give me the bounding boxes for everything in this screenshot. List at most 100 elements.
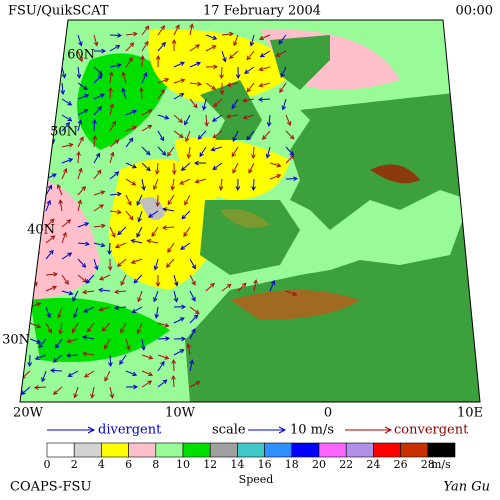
wind-arrow xyxy=(109,64,121,68)
wind-arrow-head xyxy=(186,153,192,159)
wind-arrow xyxy=(280,66,287,78)
wind-arrow-head xyxy=(270,279,276,285)
wind-arrow-head xyxy=(165,336,171,341)
wind-arrow xyxy=(221,50,226,62)
wind-arrow-head xyxy=(128,57,133,62)
wind-arrow-head xyxy=(116,262,122,267)
wind-arrow xyxy=(29,322,41,328)
wind-arrow xyxy=(35,354,47,360)
wind-arrow-head xyxy=(161,41,166,47)
wind-arrow-head xyxy=(24,104,29,110)
relief xyxy=(220,209,270,228)
header-left: FSU/QuikSCAT xyxy=(8,4,109,19)
wind-arrow-head xyxy=(212,35,218,40)
wind-arrow-head xyxy=(246,55,252,61)
wind-arrow-head xyxy=(94,265,99,271)
wind-arrow xyxy=(77,258,86,268)
wind-arrow-head xyxy=(99,276,105,281)
lat-label: 40N xyxy=(27,223,55,238)
wind-arrow xyxy=(119,354,127,365)
wind-arrow-head xyxy=(73,393,78,399)
wind-arrow xyxy=(227,114,239,118)
wind-arrow xyxy=(173,93,184,100)
wind-arrow-head xyxy=(155,54,161,60)
wind-arrow-head xyxy=(83,373,89,378)
colorbar-tick: 24 xyxy=(366,458,380,471)
wind-arrow-head xyxy=(211,117,217,122)
wind-arrow-head xyxy=(232,168,237,174)
wind-arrow-head xyxy=(183,232,188,238)
wind-arrow xyxy=(125,210,134,220)
wind-arrow-head xyxy=(34,355,40,360)
wind-arrow-head xyxy=(20,36,25,41)
wind-arrow xyxy=(87,322,95,333)
wind-arrow xyxy=(276,50,287,57)
wind-arrow-head xyxy=(140,54,145,60)
wind-arrow-head xyxy=(249,41,255,47)
wind-arrow-head xyxy=(101,48,107,54)
colorbar-box xyxy=(373,442,401,458)
wind-arrow-head xyxy=(246,135,252,141)
wind-arrow xyxy=(34,386,47,389)
wind-arrow-head xyxy=(108,86,113,92)
wind-arrow-head xyxy=(64,279,69,285)
wind-arrow-head xyxy=(160,360,165,366)
wind-arrow-head xyxy=(76,73,82,79)
wind-arrow xyxy=(187,146,191,158)
wind-arrow-head xyxy=(109,393,115,399)
wind-arrow xyxy=(213,130,223,139)
wind-arrow-head xyxy=(82,335,88,340)
colorbar-box xyxy=(264,442,293,458)
wind-arrow xyxy=(117,226,127,235)
wind-arrow xyxy=(93,258,98,270)
map xyxy=(20,20,480,402)
wind-arrow-head xyxy=(164,355,170,360)
wind-arrow xyxy=(157,146,166,156)
wind-arrow xyxy=(181,210,191,220)
header-right: 00:00 xyxy=(456,4,493,19)
wind-arrow xyxy=(157,354,169,359)
wind-arrow xyxy=(109,226,116,238)
header-center: 17 February 2004 xyxy=(203,4,321,19)
wind-arrow xyxy=(61,122,70,132)
wind-arrow xyxy=(157,322,169,327)
wind-arrow xyxy=(125,338,130,350)
wind-arrow xyxy=(125,137,134,148)
wind-arrow xyxy=(91,386,95,398)
wind-arrow xyxy=(77,186,86,196)
wind-arrow xyxy=(109,210,121,213)
legend-arrow xyxy=(87,426,96,434)
wind-arrow-head xyxy=(148,355,154,360)
wind-arrow-head xyxy=(248,168,253,174)
wind-arrow-head xyxy=(120,280,125,286)
wind-arrow xyxy=(45,250,54,260)
wind-arrow xyxy=(285,154,295,164)
wind-arrow xyxy=(38,338,47,348)
wind-arrow xyxy=(151,226,159,237)
wind-arrow xyxy=(167,242,175,253)
wind-arrow xyxy=(108,242,111,255)
colorbar-tick: 22 xyxy=(339,458,353,471)
wind-arrow-head xyxy=(62,231,67,237)
colorbar-tick: 2 xyxy=(71,458,78,471)
wind-arrow xyxy=(77,34,82,46)
wind-arrow xyxy=(109,139,119,148)
wind-arrow-head xyxy=(171,374,176,380)
wind-arrow xyxy=(231,146,239,157)
wind-arrow xyxy=(147,239,159,244)
wind-arrow-head xyxy=(99,204,105,209)
wind-arrow-head xyxy=(101,326,107,332)
wind-arrow xyxy=(173,349,184,356)
colorbar-tick: 0 xyxy=(44,458,51,471)
wind-arrow-head xyxy=(193,103,198,109)
wind-arrow-head xyxy=(84,222,90,227)
wind-arrow-head xyxy=(146,238,152,244)
wind-arrow-head xyxy=(258,82,264,88)
wind-arrow xyxy=(246,50,255,60)
wind-arrow-head xyxy=(36,339,42,344)
wind-arrow xyxy=(61,143,73,148)
wind-arrow xyxy=(282,98,287,110)
wind-arrow-head xyxy=(244,69,249,74)
wind-arrow-head xyxy=(52,390,58,395)
wind-arrow xyxy=(157,379,167,388)
